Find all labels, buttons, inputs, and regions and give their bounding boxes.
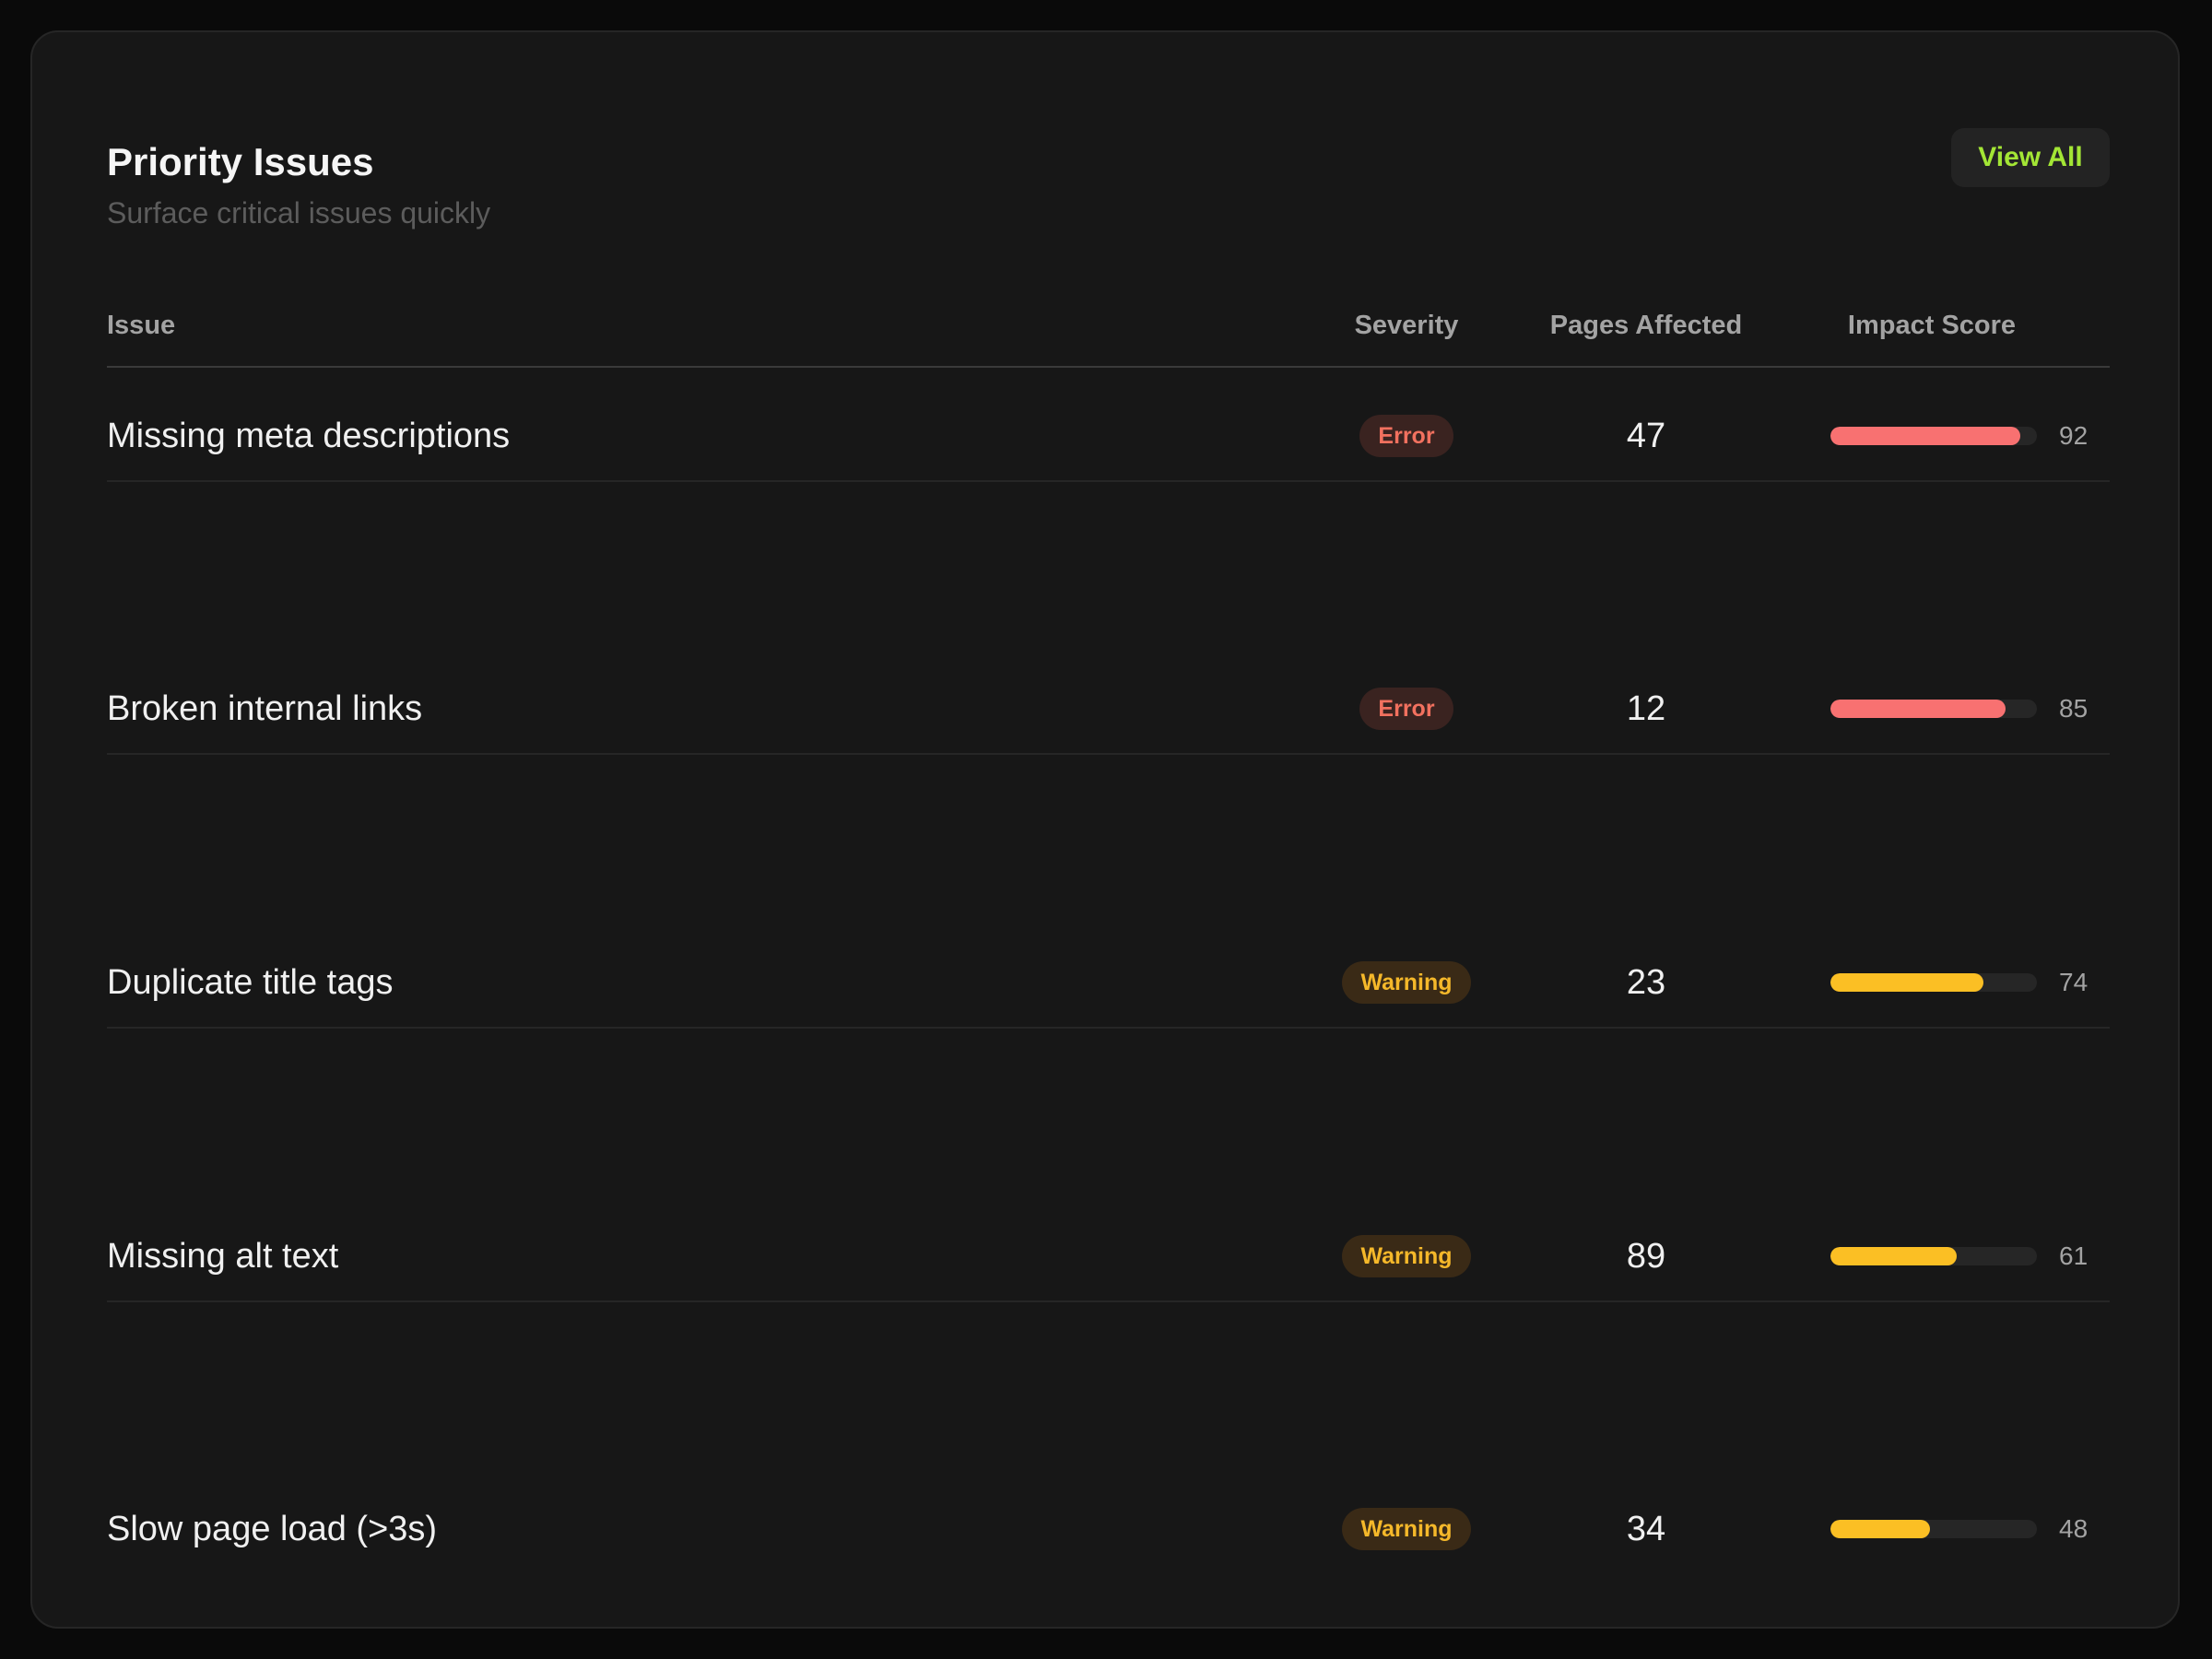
impact-score-value: 74 — [2059, 968, 2088, 996]
impact-bar-track — [1830, 1247, 2037, 1265]
pages-affected-value: 34 — [1626, 1510, 1666, 1548]
priority-issues-card: Priority Issues Surface critical issues … — [30, 30, 2180, 1629]
impact-bar-fill — [1830, 1247, 1957, 1265]
issue-name: Duplicate title tags — [107, 963, 394, 1002]
pages-affected-value: 23 — [1626, 963, 1666, 1002]
impact-bar-fill — [1830, 427, 2021, 445]
column-header-impact-score: Impact Score — [1847, 311, 2017, 340]
column-header-issue: Issue — [107, 311, 176, 340]
pages-affected-value: 12 — [1626, 689, 1666, 728]
impact-score-value: 61 — [2059, 1241, 2088, 1270]
column-header-pages-affected: Pages Affected — [1549, 311, 1743, 340]
table-row[interactable]: Missing alt text Warning 89 61 — [107, 1212, 2110, 1302]
severity-badge: Warning — [1342, 1235, 1471, 1277]
impact-bar-fill — [1830, 973, 1983, 992]
table-row[interactable]: Slow page load (>3s) Warning 34 48 — [107, 1485, 2110, 1573]
table-row[interactable]: Duplicate title tags Warning 23 74 — [107, 938, 2110, 1029]
severity-badge: Error — [1359, 415, 1453, 457]
issue-name: Broken internal links — [107, 689, 423, 728]
severity-badge: Warning — [1342, 1508, 1471, 1550]
severity-badge: Warning — [1342, 961, 1471, 1004]
impact-score-value: 85 — [2059, 694, 2088, 723]
impact-bar-track — [1830, 700, 2037, 718]
impact-score-value: 48 — [2059, 1514, 2088, 1543]
impact-bar-fill — [1830, 700, 2006, 718]
table-row[interactable]: Missing meta descriptions Error 47 92 — [107, 392, 2110, 482]
card-subtitle: Surface critical issues quickly — [107, 196, 491, 229]
impact-bar-fill — [1830, 1520, 1930, 1538]
pages-affected-value: 47 — [1626, 417, 1666, 455]
issue-name: Missing alt text — [107, 1237, 339, 1276]
pages-affected-value: 89 — [1626, 1237, 1666, 1276]
column-header-severity: Severity — [1354, 311, 1459, 340]
card-title: Priority Issues — [107, 140, 374, 183]
table-row[interactable]: Broken internal links Error 12 85 — [107, 665, 2110, 755]
severity-badge: Error — [1359, 688, 1453, 730]
impact-bar-track — [1830, 427, 2037, 445]
issue-name: Slow page load (>3s) — [107, 1510, 438, 1548]
card-header: Priority Issues Surface critical issues … — [107, 135, 490, 233]
table-header: Issue Severity Pages Affected Impact Sco… — [107, 298, 2110, 368]
view-all-button[interactable]: View All — [1951, 128, 2110, 187]
impact-bar-track — [1830, 973, 2037, 992]
issue-name: Missing meta descriptions — [107, 417, 511, 455]
impact-score-value: 92 — [2059, 421, 2088, 450]
impact-bar-track — [1830, 1520, 2037, 1538]
